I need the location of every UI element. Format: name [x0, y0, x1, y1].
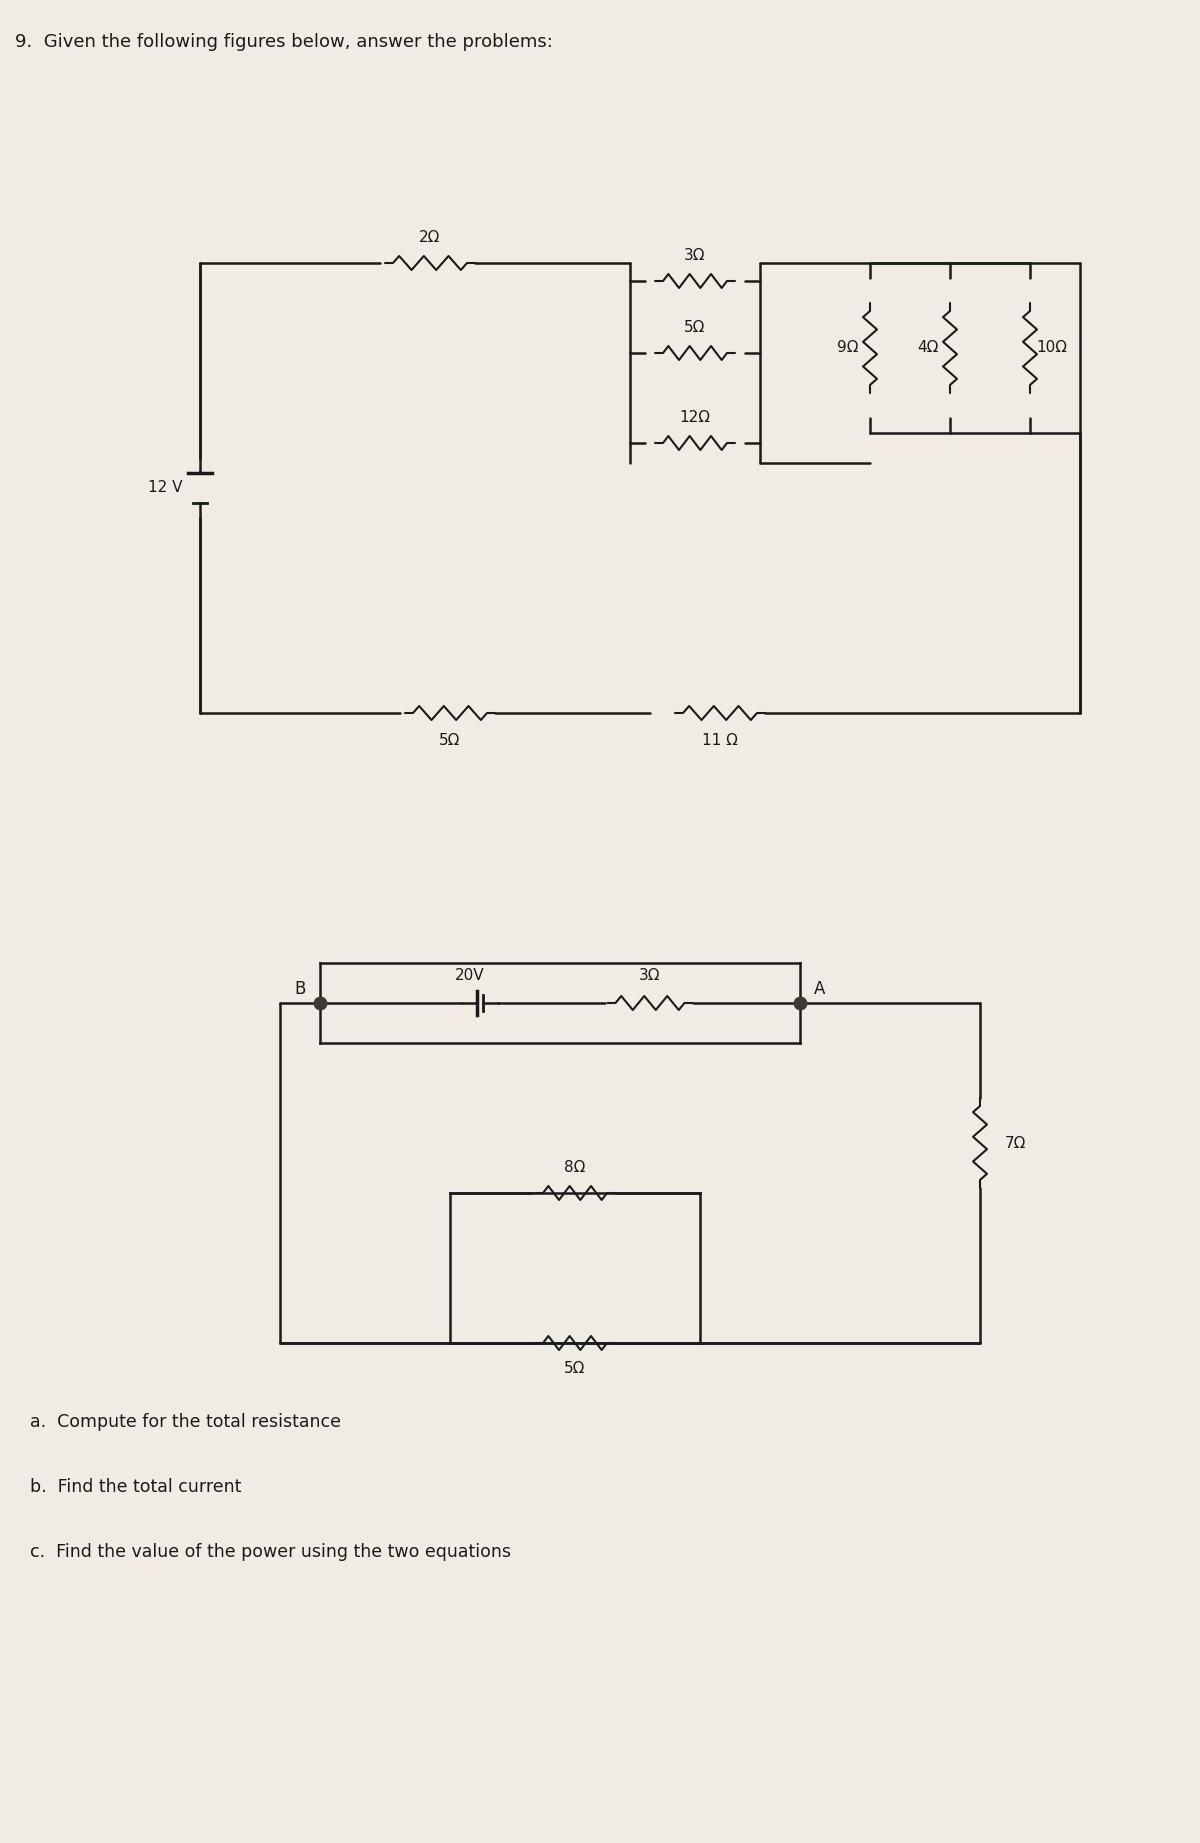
Text: a.  Compute for the total resistance: a. Compute for the total resistance	[30, 1414, 341, 1430]
Text: 11 Ω: 11 Ω	[702, 734, 738, 748]
Text: 12Ω: 12Ω	[679, 409, 710, 426]
Text: 8Ω: 8Ω	[564, 1159, 586, 1176]
Text: 12 V: 12 V	[148, 481, 182, 496]
Text: B: B	[294, 980, 306, 999]
Text: 10Ω: 10Ω	[1037, 341, 1068, 356]
Text: 5Ω: 5Ω	[684, 321, 706, 335]
Text: 9.  Given the following figures below, answer the problems:: 9. Given the following figures below, an…	[14, 33, 553, 52]
Text: 3Ω: 3Ω	[640, 968, 661, 982]
Text: 7Ω: 7Ω	[1006, 1135, 1026, 1150]
Text: 3Ω: 3Ω	[684, 249, 706, 264]
Text: 5Ω: 5Ω	[564, 1360, 586, 1377]
Text: 4Ω: 4Ω	[917, 341, 938, 356]
Text: 20V: 20V	[455, 968, 485, 982]
Text: b.  Find the total current: b. Find the total current	[30, 1478, 241, 1497]
Text: c.  Find the value of the power using the two equations: c. Find the value of the power using the…	[30, 1543, 511, 1561]
Text: A: A	[815, 980, 826, 999]
Text: 2Ω: 2Ω	[419, 230, 440, 245]
Text: 9Ω: 9Ω	[838, 341, 859, 356]
Text: 5Ω: 5Ω	[439, 734, 461, 748]
